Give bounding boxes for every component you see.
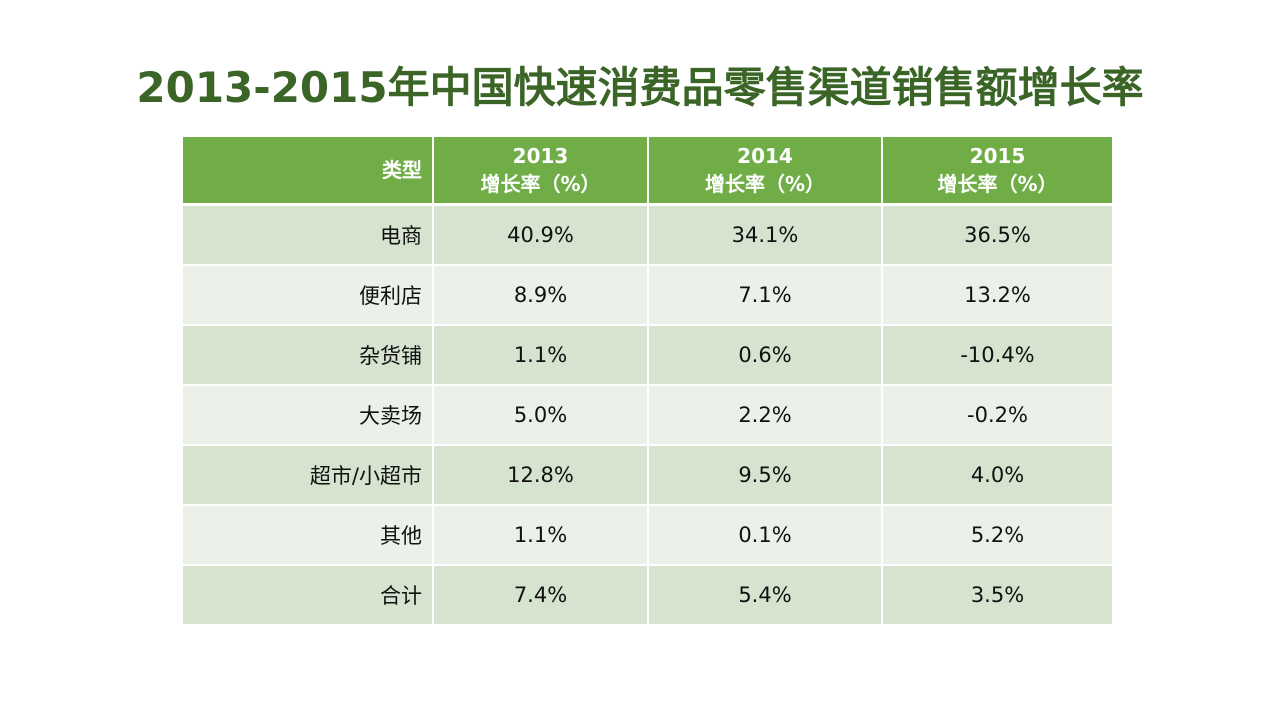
- table-row: 杂货铺 1.1% 0.6% -10.4%: [183, 324, 1112, 385]
- cell-2014: 5.4%: [647, 564, 882, 624]
- cell-2014: 7.1%: [647, 264, 882, 325]
- cell-2015: -0.2%: [881, 384, 1112, 445]
- cell-2015: 3.5%: [881, 564, 1112, 624]
- table-row: 其他 1.1% 0.1% 5.2%: [183, 504, 1112, 565]
- cell-2014: 0.6%: [647, 324, 882, 385]
- cell-2014: 2.2%: [647, 384, 882, 445]
- cell-2015: 36.5%: [881, 203, 1112, 265]
- table-row: 电商 40.9% 34.1% 36.5%: [183, 203, 1112, 265]
- table-row: 便利店 8.9% 7.1% 13.2%: [183, 264, 1112, 325]
- cell-2013: 1.1%: [432, 504, 648, 565]
- row-type-label: 超市/小超市: [183, 444, 433, 505]
- cell-2013: 5.0%: [432, 384, 648, 445]
- growth-rate-table: 类型 2013 增长率（%） 2014 增长率（%） 2015 增长率（%） 电…: [183, 137, 1112, 624]
- growth-table-container: 类型 2013 增长率（%） 2014 增长率（%） 2015 增长率（%） 电…: [183, 137, 1112, 624]
- table-row: 合计 7.4% 5.4% 3.5%: [183, 564, 1112, 624]
- header-type: 类型: [183, 137, 433, 206]
- table-header-row: 类型 2013 增长率（%） 2014 增长率（%） 2015 增长率（%）: [183, 137, 1112, 206]
- header-growth-label: 增长率（%）: [937, 172, 1058, 196]
- cell-2014: 0.1%: [647, 504, 882, 565]
- header-growth-label: 增长率（%）: [480, 172, 601, 196]
- header-year-2014: 2014 增长率（%）: [647, 137, 882, 206]
- cell-2015: 5.2%: [881, 504, 1112, 565]
- header-year-label: 2013: [512, 144, 569, 168]
- cell-2013: 40.9%: [432, 203, 648, 265]
- header-growth-label: 增长率（%）: [704, 172, 826, 196]
- header-year-2015: 2015 增长率（%）: [881, 137, 1112, 206]
- header-year-2013: 2013 增长率（%）: [432, 137, 648, 206]
- cell-2013: 8.9%: [432, 264, 648, 325]
- header-year-label: 2014: [737, 144, 793, 168]
- cell-2015: 4.0%: [881, 444, 1112, 505]
- row-type-label: 其他: [183, 504, 433, 565]
- row-type-label: 合计: [183, 564, 433, 624]
- row-type-label: 大卖场: [183, 384, 433, 445]
- header-year-label: 2015: [969, 144, 1026, 168]
- table-row: 超市/小超市 12.8% 9.5% 4.0%: [183, 444, 1112, 505]
- row-type-label: 电商: [183, 203, 433, 265]
- cell-2013: 12.8%: [432, 444, 648, 505]
- row-type-label: 杂货铺: [183, 324, 433, 385]
- cell-2015: -10.4%: [881, 324, 1112, 385]
- cell-2015: 13.2%: [881, 264, 1112, 325]
- cell-2013: 1.1%: [432, 324, 648, 385]
- cell-2014: 34.1%: [647, 203, 882, 265]
- slide-title: 2013-2015年中国快速消费品零售渠道销售额增长率: [136, 63, 1144, 112]
- cell-2014: 9.5%: [647, 444, 882, 505]
- table-row: 大卖场 5.0% 2.2% -0.2%: [183, 384, 1112, 445]
- cell-2013: 7.4%: [432, 564, 648, 624]
- row-type-label: 便利店: [183, 264, 433, 325]
